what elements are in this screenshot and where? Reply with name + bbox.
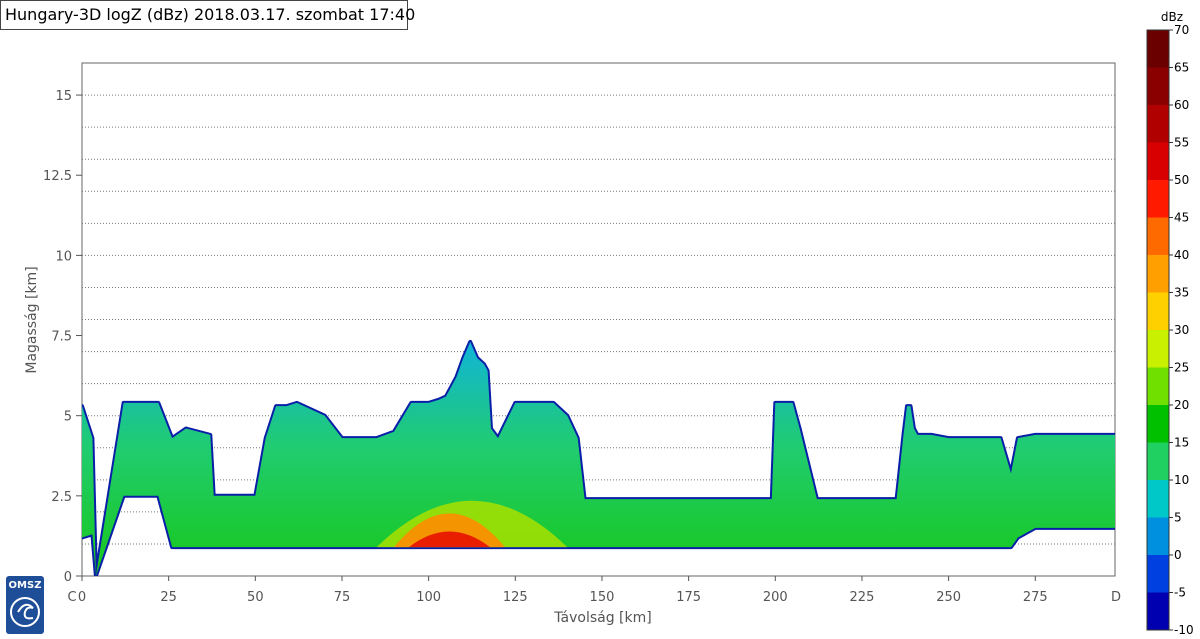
omsz-logo: OMSZ xyxy=(6,576,44,634)
colorbar-segment xyxy=(1147,142,1169,181)
y-tick-label: 7.5 xyxy=(51,330,72,345)
x-tick-label: 50 xyxy=(247,590,264,605)
colorbar-tick-label: 60 xyxy=(1174,98,1189,112)
x-end-label: D xyxy=(1111,590,1121,605)
colorbar-tick-label: 50 xyxy=(1174,173,1189,187)
colorbar-segment xyxy=(1147,217,1169,256)
x-tick-label: 0 xyxy=(78,590,86,605)
colorbar-segment xyxy=(1147,480,1169,518)
colorbar-tick-label: 35 xyxy=(1174,286,1189,300)
colorbar-segment xyxy=(1147,330,1169,368)
colorbar-tick-label: 25 xyxy=(1174,361,1189,375)
x-start-label: C xyxy=(67,590,76,605)
x-axis-label: Távolság [km] xyxy=(553,610,651,626)
colorbar-tick-label: 30 xyxy=(1174,323,1189,337)
x-axis: 0 25 50 75 100 125 150 175 200 225 250 275 xyxy=(78,576,1048,605)
colorbar-tick-label: 5 xyxy=(1174,511,1182,525)
x-tick-label: 125 xyxy=(503,590,528,605)
colorbar-tick-label: 15 xyxy=(1174,436,1189,450)
x-tick-label: 150 xyxy=(590,590,615,605)
x-tick-label: 275 xyxy=(1023,590,1048,605)
y-tick-label: 12.5 xyxy=(43,169,72,184)
x-tick-label: 175 xyxy=(676,590,701,605)
colorbar-segment xyxy=(1147,180,1169,218)
colorbar-tick-label: 70 xyxy=(1174,23,1189,37)
y-axis: 0 2.5 5 7.5 10 12.5 15 xyxy=(43,89,82,585)
y-tick-label: 0 xyxy=(64,570,72,585)
x-tick-label: 100 xyxy=(416,590,441,605)
peak-reflectivity-area xyxy=(408,531,490,548)
colorbar-segment xyxy=(1147,405,1169,443)
y-axis-label: Magasság [km] xyxy=(24,266,40,373)
x-tick-label: 200 xyxy=(763,590,788,605)
colorbar-tick-label: 55 xyxy=(1174,136,1189,150)
y-tick-label: 15 xyxy=(55,89,72,104)
echo-region xyxy=(82,339,1115,576)
colorbar-segment xyxy=(1147,105,1169,143)
colorbar-tick-label: 45 xyxy=(1174,211,1189,225)
colorbar-segment xyxy=(1147,292,1169,331)
colorbar-tick-label: 65 xyxy=(1174,61,1189,75)
x-tick-label: 225 xyxy=(850,590,875,605)
colorbar-segment xyxy=(1147,517,1169,556)
max-reflectivity-area xyxy=(393,513,505,548)
svg-text:OMSZ: OMSZ xyxy=(9,580,42,591)
colorbar-tick-label: 20 xyxy=(1174,398,1189,412)
x-tick-label: 250 xyxy=(936,590,961,605)
colorbar-segment xyxy=(1147,442,1169,481)
colorbar-unit: dBz xyxy=(1161,10,1183,24)
y-tick-label: 10 xyxy=(55,249,72,264)
colorbar-segment xyxy=(1147,367,1169,406)
colorbar-segment xyxy=(1147,592,1169,631)
colorbar-segment xyxy=(1147,67,1169,106)
y-tick-label: 2.5 xyxy=(51,490,72,505)
colorbar-tick-label: 10 xyxy=(1174,473,1189,487)
colorbar-tick-label: 40 xyxy=(1174,248,1189,262)
colorbar-tick-label: -5 xyxy=(1174,586,1186,600)
echo-area-fill xyxy=(82,341,1115,576)
x-tick-label: 75 xyxy=(334,590,351,605)
y-tick-label: 5 xyxy=(64,410,72,425)
colorbar-segment xyxy=(1147,555,1169,593)
colorbar-tick-label: 0 xyxy=(1174,548,1182,562)
colorbar-segment xyxy=(1147,30,1169,68)
colorbar-segment xyxy=(1147,255,1169,293)
chart-title: Hungary-3D logZ (dBz) 2018.03.17. szomba… xyxy=(0,0,415,30)
x-tick-label: 25 xyxy=(160,590,177,605)
colorbar-tick-label: -10 xyxy=(1174,623,1194,637)
